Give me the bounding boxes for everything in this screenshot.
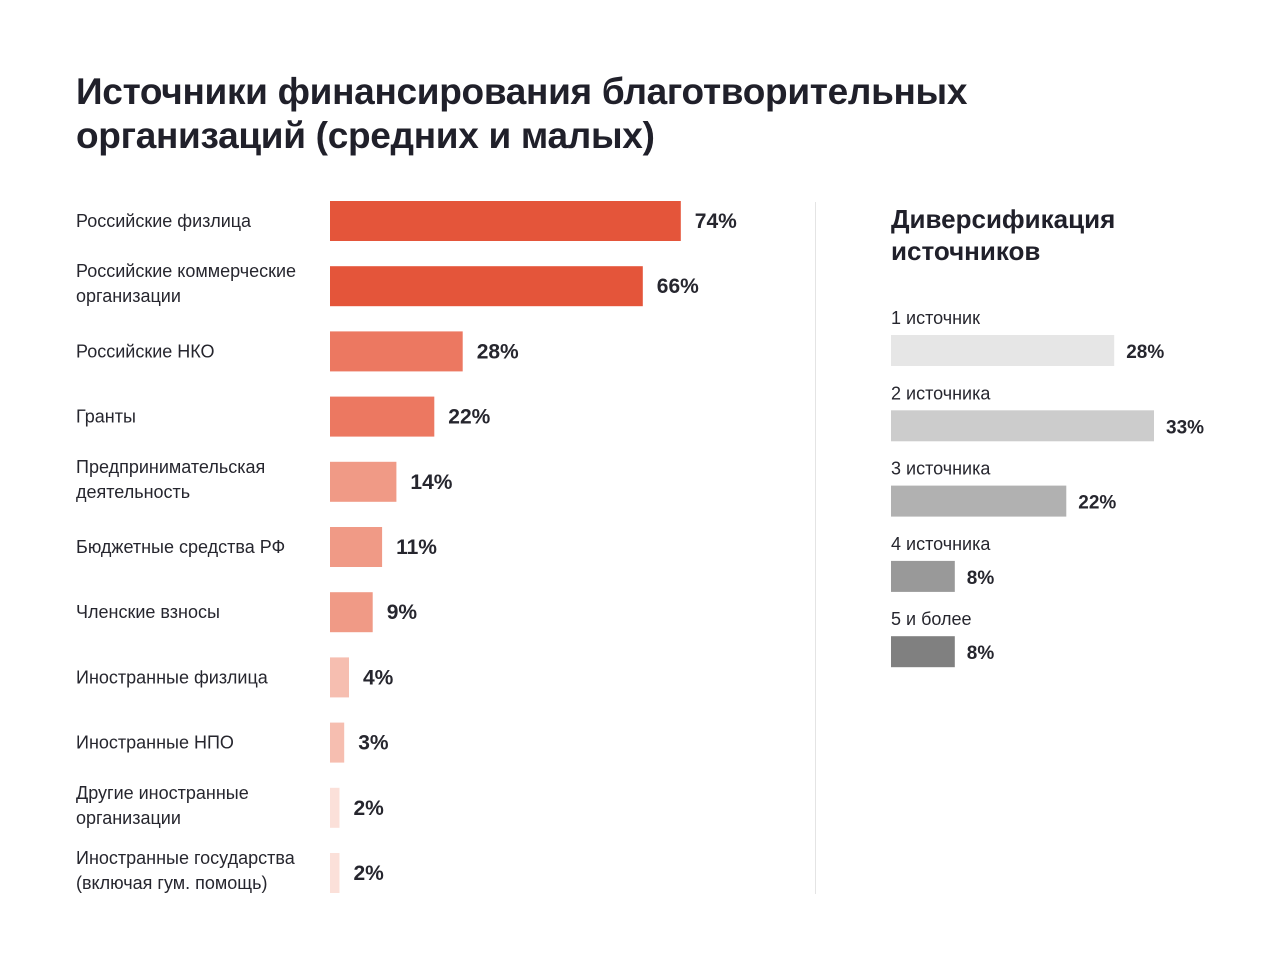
bar [330, 527, 383, 567]
bar [330, 722, 345, 763]
category-label: Российские коммерческие [76, 261, 296, 281]
chart-title-line-2: организаций (средних и малых) [76, 115, 655, 156]
category-label: Иностранные физлица [76, 667, 269, 687]
category-label: Членские взносы [76, 602, 220, 622]
value-label: 3% [358, 732, 389, 755]
chart-title-line-1: Источники финансирования благотворительн… [76, 71, 968, 112]
bar [330, 331, 463, 372]
value-label: 28% [477, 340, 519, 363]
diversification-bar [891, 335, 1115, 366]
bar [330, 787, 340, 828]
diversification-bar [891, 410, 1154, 442]
category-label: Российские НКО [76, 341, 215, 361]
bar [330, 396, 435, 437]
value-label: 22% [448, 406, 490, 429]
category-label: Гранты [76, 407, 136, 427]
value-label: 2% [354, 797, 385, 820]
diversification-title-line-2: источников [891, 236, 1041, 266]
bar [330, 657, 349, 698]
diversification-value: 33% [1166, 417, 1204, 438]
bar [330, 201, 681, 241]
diversification-value: 8% [967, 568, 995, 589]
diversification-label: 4 источника [891, 534, 991, 554]
diversification-value: 28% [1126, 342, 1164, 363]
diversification-title: Диверсификация источников [891, 203, 1251, 267]
value-label: 14% [410, 471, 452, 494]
category-label: (включая гум. помощь) [76, 873, 267, 893]
diversification-title-line-1: Диверсификация [891, 204, 1116, 234]
value-label: 74% [695, 210, 737, 233]
value-label: 2% [354, 862, 385, 885]
diversification-label: 5 и более [891, 609, 972, 629]
diversification-label: 3 источника [891, 459, 991, 479]
category-label: Иностранные государства [76, 848, 296, 868]
value-label: 66% [657, 275, 699, 298]
diversification-label: 2 источника [891, 383, 991, 403]
diversification-bar [891, 636, 955, 668]
value-label: 11% [396, 536, 437, 559]
diversification-bar [891, 485, 1067, 517]
funding-sources-chart: Российские физлица 74% Российские коммерче… [76, 201, 737, 893]
category-label: Российские физлица [76, 211, 252, 231]
diversification-bar [891, 560, 955, 592]
diversification-value: 22% [1078, 493, 1116, 514]
category-label: Иностранные НПО [76, 733, 234, 753]
bar [330, 853, 340, 893]
chart-title: Источники финансирования благотворительн… [76, 70, 1126, 158]
bar [330, 461, 397, 502]
category-label: организации [76, 286, 181, 306]
category-label: Другие иностранные [76, 783, 249, 803]
value-label: 4% [363, 666, 394, 689]
category-label: Предпринимательская [76, 457, 265, 477]
value-label: 9% [387, 601, 418, 624]
category-label: Бюджетные средства РФ [76, 537, 285, 557]
bar [330, 266, 643, 307]
diversification-value: 8% [967, 643, 995, 664]
category-label: организации [76, 808, 181, 828]
bar [330, 592, 373, 633]
diversification-label: 1 источник [891, 308, 980, 328]
category-label: деятельность [76, 482, 190, 502]
diversification-chart: 1 источник 28% 2 источника 33% 3 источника 22… [891, 308, 1204, 668]
section-divider [815, 202, 816, 894]
